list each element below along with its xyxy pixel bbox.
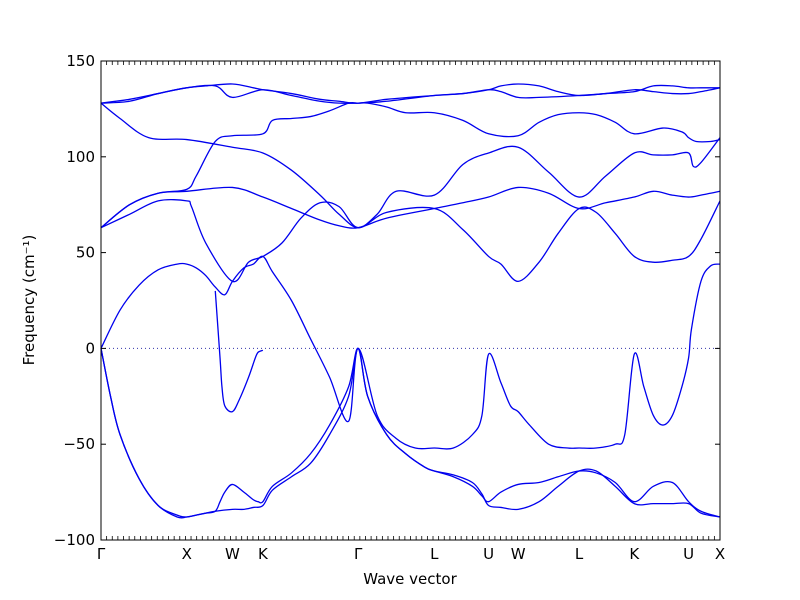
branch-line-6 (100, 198, 721, 283)
x-tick-label-7: U (483, 545, 494, 563)
plot-frame (100, 60, 721, 541)
branch-line-5 (100, 186, 721, 229)
x-tick-label-12: X (715, 545, 725, 563)
branch-line-2 (100, 83, 720, 104)
x-tick-label-10: K (629, 545, 640, 563)
y-tick-label-6: 150 (66, 52, 95, 70)
x-tick-label-11: U (683, 545, 694, 563)
branch-line-3 (100, 102, 721, 229)
x-tick-label-6: L (430, 545, 439, 563)
plot-background (101, 61, 720, 540)
x-axis-label: Wave vector (363, 570, 457, 588)
y-tick-label-2: −50 (63, 435, 95, 453)
y-tick-label-5: 100 (66, 148, 95, 166)
branch-line-10 (214, 290, 264, 413)
x-tick-label-2: X (182, 545, 192, 563)
x-tick-label-4: K (258, 545, 269, 563)
x-tick-label-1: Γ (97, 545, 106, 563)
branch-line-4 (100, 101, 721, 229)
branch-line-9 (100, 347, 721, 518)
dispersion-branches (100, 83, 721, 519)
x-tick-label-9: L (575, 545, 584, 563)
y-tick-label-3: 0 (85, 339, 95, 357)
y-tick-label-4: 50 (76, 244, 95, 262)
x-tick-label-3: W (225, 545, 240, 563)
y-tick-label-1: −100 (54, 531, 95, 549)
x-tick-label-8: W (511, 545, 526, 563)
y-axis-label: Frequency (cm⁻¹) (20, 235, 38, 366)
x-tick-label-5: Γ (354, 545, 363, 563)
branch-line-7 (100, 255, 721, 450)
y-axis-ticks: −100 −50 0 50 100 150 (54, 52, 720, 549)
